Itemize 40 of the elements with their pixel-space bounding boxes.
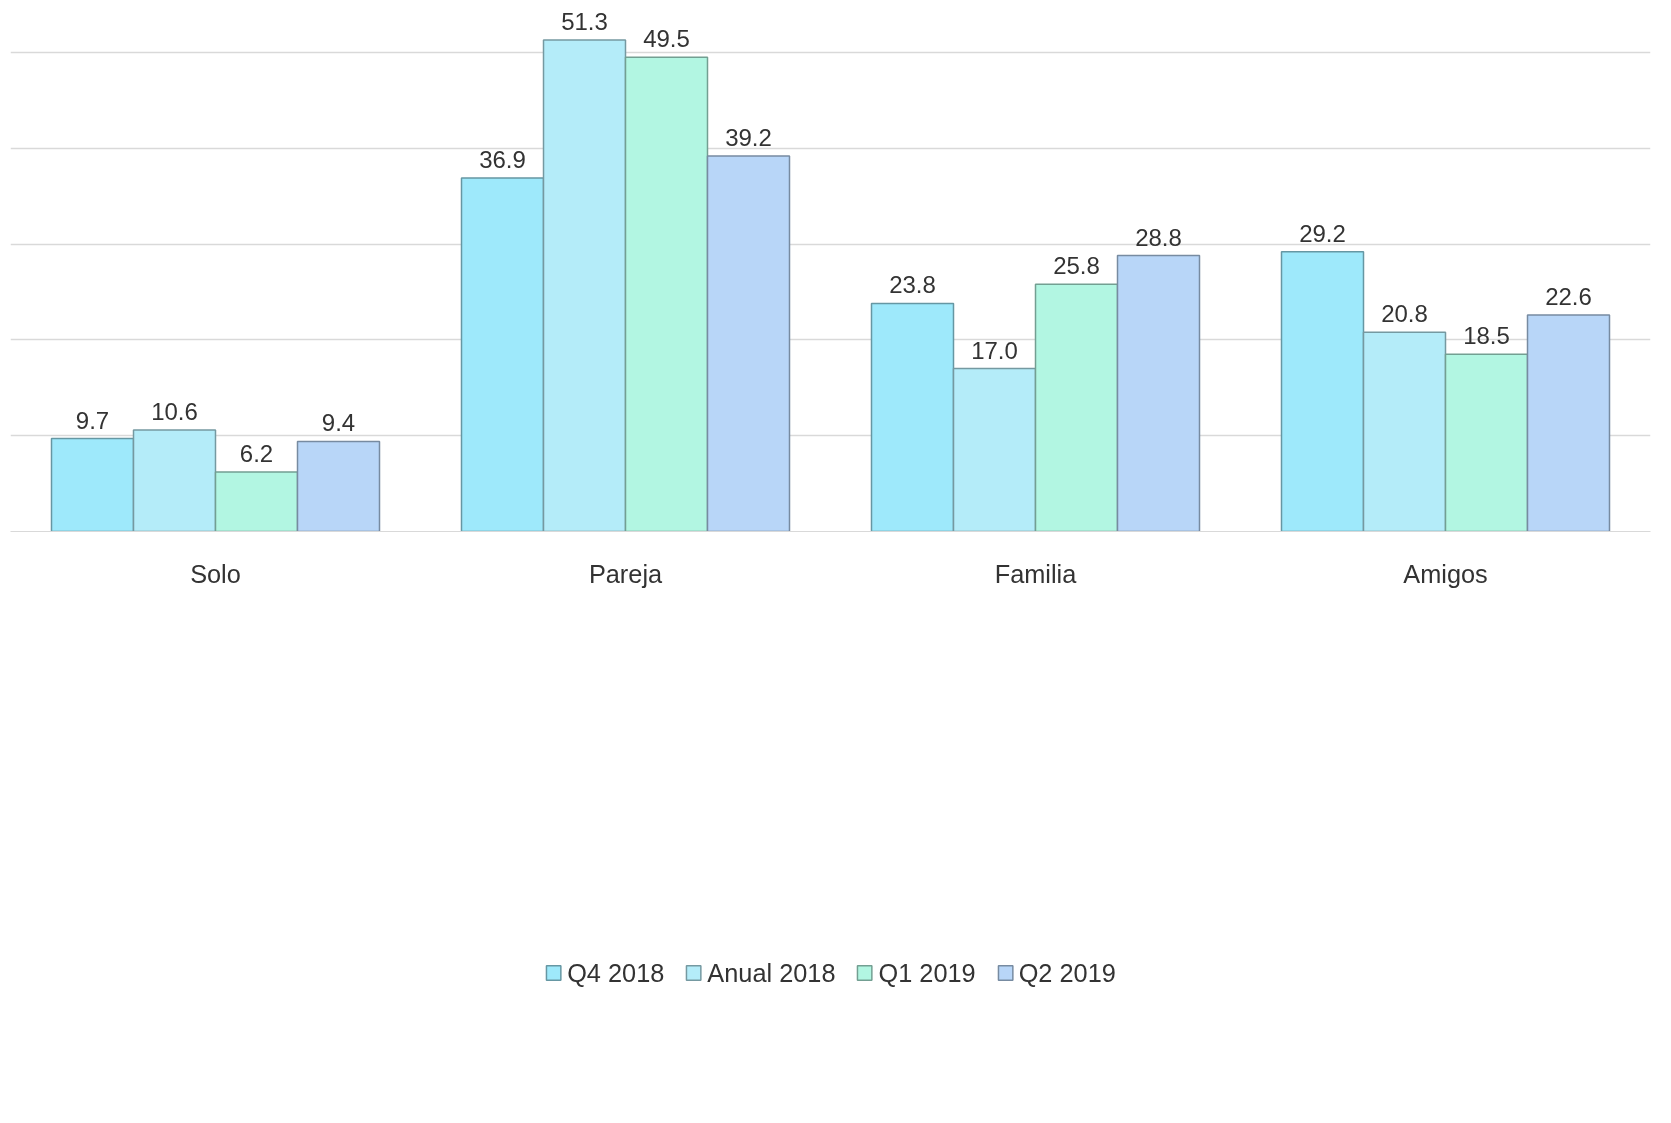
data-label: 51.3: [561, 7, 608, 35]
bar: [870, 302, 955, 532]
data-label: 9.4: [321, 409, 356, 437]
data-label: 49.5: [643, 25, 690, 53]
bar: [1034, 283, 1119, 532]
bar: [706, 155, 791, 532]
bar: [460, 177, 545, 532]
data-label: 25.8: [1053, 252, 1100, 280]
bar: [542, 39, 627, 532]
data-label: 17.0: [971, 336, 1018, 364]
bar: [952, 367, 1037, 532]
legend-label: Anual 2018: [707, 958, 836, 988]
data-label: 22.6: [1545, 282, 1592, 310]
data-label: 10.6: [151, 397, 198, 425]
x-tick-label: Solo: [190, 559, 241, 588]
data-label: 29.2: [1299, 219, 1346, 247]
data-label: 20.8: [1381, 300, 1428, 328]
bar: [1526, 314, 1611, 532]
bar: [1280, 250, 1365, 532]
data-label: 9.7: [75, 406, 110, 434]
legend-label: Q2 2019: [1018, 958, 1116, 988]
bar: [132, 429, 217, 532]
bar: [1362, 331, 1447, 532]
data-label: 28.8: [1135, 223, 1182, 251]
bar: [624, 56, 709, 532]
x-tick-label: Pareja: [588, 559, 664, 588]
bar: [214, 471, 299, 532]
legend-label: Q1 2019: [878, 958, 976, 988]
x-tick-label: Familia: [994, 559, 1078, 588]
data-label: 23.8: [889, 271, 936, 299]
bar: [296, 440, 381, 532]
data-label: 6.2: [239, 440, 274, 468]
bar: [50, 437, 135, 532]
data-label: 18.5: [1463, 322, 1510, 350]
bar: [1444, 353, 1529, 532]
data-label: 39.2: [725, 123, 772, 151]
legend-label: Q4 2018: [567, 958, 665, 988]
bar: [1116, 254, 1201, 532]
data-label: 36.9: [479, 145, 526, 173]
x-tick-label: Amigos: [1403, 559, 1488, 588]
